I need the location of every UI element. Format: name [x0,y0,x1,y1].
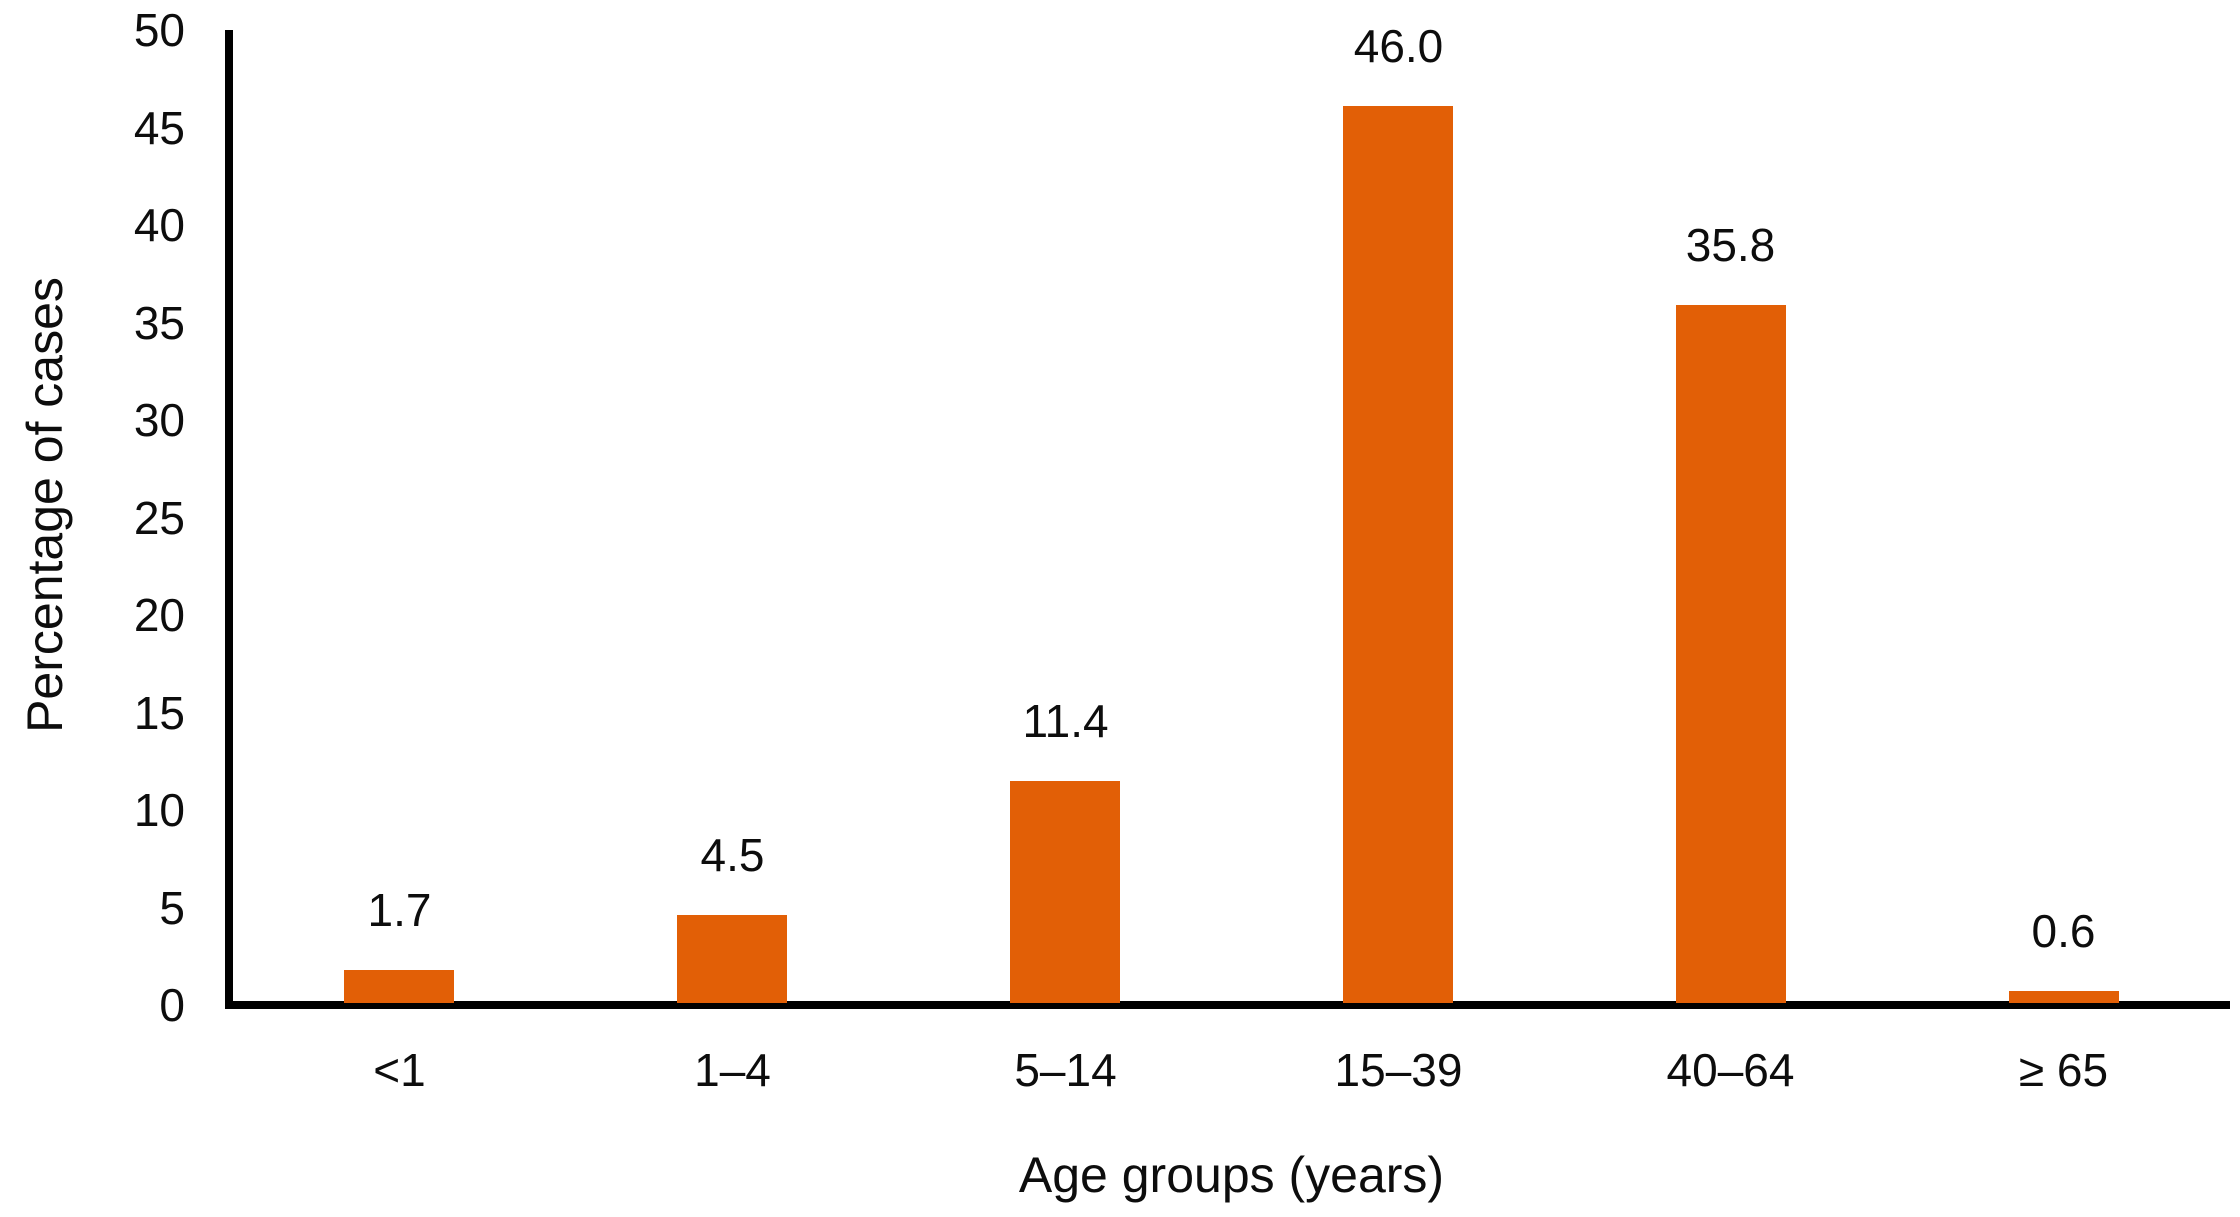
y-tick-label: 25 [133,491,185,544]
x-tick-label: <1 [373,1044,426,1096]
y-tick-label: 5 [159,881,185,934]
bar-value-label: 1.7 [367,884,432,936]
y-tick-label: 50 [133,4,185,56]
x-tick-label: 1–4 [694,1044,771,1096]
bar-15–39 [1343,106,1453,1003]
bar-≥ 65 [2009,991,2119,1003]
x-tick-label: 40–64 [1666,1044,1795,1096]
bar-40–64 [1676,305,1786,1003]
y-axis-line [225,30,233,1009]
y-tick-label: 40 [133,199,185,251]
x-tick-label: ≥ 65 [2018,1044,2109,1096]
bar-value-label: 35.8 [1685,219,1776,271]
bar-value-label: 0.6 [2031,905,2096,957]
x-tick-label: 15–39 [1334,1044,1463,1096]
bar-1–4 [677,915,787,1003]
x-tick-label: 5–14 [1014,1044,1117,1096]
bar-value-label: 11.4 [1022,695,1109,747]
bar-value-label: 4.5 [700,829,765,881]
y-tick-label: 45 [133,101,185,154]
y-tick-label: 20 [133,589,185,641]
bar-value-label: 46.0 [1353,20,1444,72]
y-tick-label: 10 [133,784,185,836]
y-tick-label: 35 [133,296,185,349]
x-axis-line [225,1001,2230,1009]
y-tick-label: 30 [133,394,185,446]
bar-<1 [344,970,454,1003]
y-tick-label: 15 [133,686,185,739]
y-tick-label: 0 [159,979,185,1031]
bar-5–14 [1010,781,1120,1003]
x-axis-title: Age groups (years) [1018,1147,1445,1203]
